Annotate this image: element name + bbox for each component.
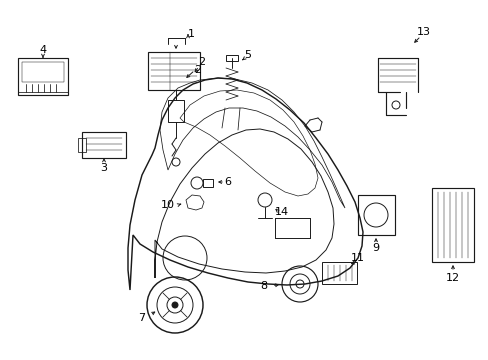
Bar [321, 262, 356, 284]
Text: 2: 2 [194, 65, 201, 75]
Text: 7: 7 [138, 313, 145, 323]
Text: 10: 10 [161, 200, 175, 210]
Text: 2: 2 [198, 57, 205, 67]
Bar [18, 58, 68, 95]
Text: 3: 3 [101, 163, 107, 173]
Text: 14: 14 [274, 207, 288, 217]
Bar [82, 132, 126, 158]
Circle shape [172, 302, 178, 308]
Bar [431, 188, 473, 262]
Text: 12: 12 [445, 273, 459, 283]
Text: 1: 1 [187, 29, 194, 39]
Bar [22, 62, 64, 82]
Text: 6: 6 [224, 177, 231, 187]
Text: 4: 4 [40, 45, 46, 55]
Text: 11: 11 [350, 253, 364, 263]
Text: 9: 9 [372, 243, 379, 253]
Text: 13: 13 [416, 27, 430, 37]
Text: 5: 5 [244, 50, 251, 60]
Bar [148, 52, 200, 90]
Bar [78, 138, 86, 152]
Text: 8: 8 [260, 281, 267, 291]
Bar [357, 195, 394, 235]
Bar [203, 179, 213, 187]
Bar [168, 100, 183, 122]
Bar [225, 55, 238, 61]
